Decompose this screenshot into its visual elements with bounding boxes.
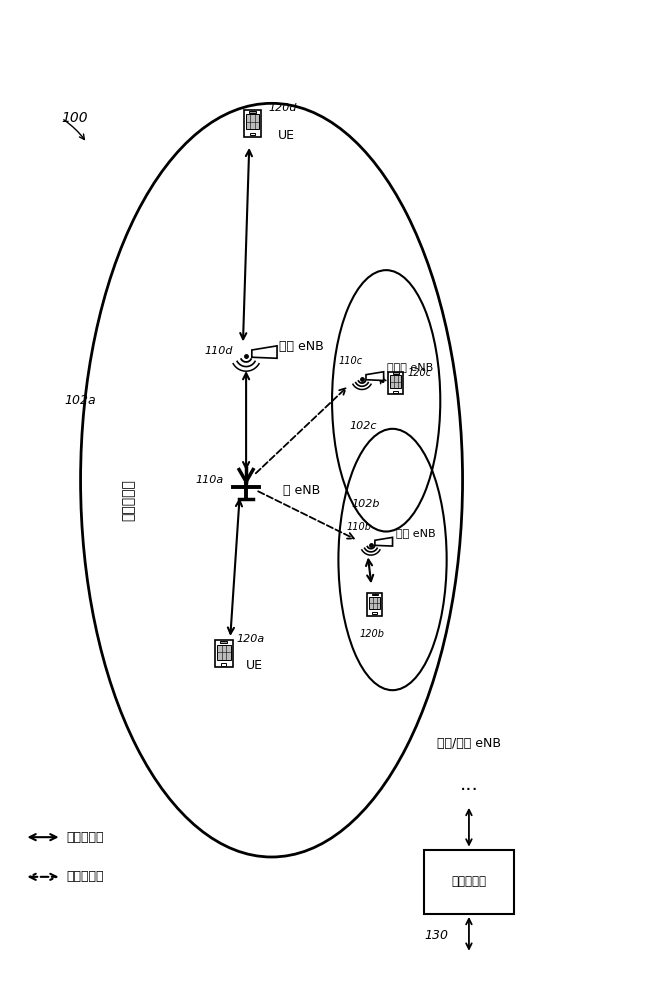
Text: 102c: 102c: [350, 421, 377, 431]
Bar: [388, 372, 403, 394]
Text: 120b: 120b: [359, 629, 384, 639]
Bar: [390, 375, 401, 388]
Text: UE: UE: [246, 659, 263, 672]
Text: 期望的传输: 期望的传输: [66, 831, 104, 844]
Text: 微微 eNB: 微微 eNB: [397, 528, 436, 538]
Bar: [372, 612, 377, 614]
Text: 去往/来自 eNB: 去往/来自 eNB: [437, 737, 501, 750]
Text: 110a: 110a: [195, 475, 224, 485]
Polygon shape: [375, 537, 393, 546]
Polygon shape: [252, 346, 277, 358]
Bar: [249, 111, 256, 113]
Bar: [367, 593, 382, 616]
Text: 网络控制器: 网络控制器: [451, 875, 486, 888]
Bar: [393, 391, 398, 393]
Text: 102a: 102a: [64, 394, 96, 407]
Text: 120a: 120a: [237, 634, 265, 644]
Bar: [369, 597, 381, 609]
Text: ···: ···: [459, 781, 479, 800]
Text: 中继 eNB: 中继 eNB: [279, 340, 324, 353]
Bar: [393, 372, 399, 374]
Polygon shape: [366, 372, 384, 380]
Bar: [221, 663, 226, 666]
Bar: [424, 850, 513, 914]
Text: 102b: 102b: [351, 499, 380, 509]
Text: 110d: 110d: [205, 346, 233, 356]
Bar: [217, 645, 231, 660]
Text: UE: UE: [278, 129, 295, 142]
Text: 干扰的传输: 干扰的传输: [66, 870, 104, 883]
Bar: [215, 640, 233, 667]
Bar: [244, 110, 261, 137]
Text: 110c: 110c: [339, 356, 362, 366]
Text: 120c: 120c: [407, 368, 432, 378]
Bar: [372, 594, 378, 595]
Text: 宏 eNB: 宏 eNB: [283, 484, 321, 497]
Text: 120d: 120d: [268, 103, 297, 113]
Text: 130: 130: [424, 929, 448, 942]
Bar: [250, 133, 255, 135]
Text: 毫微微 eNB: 毫微微 eNB: [388, 362, 433, 372]
Text: 110b: 110b: [347, 522, 372, 532]
Text: 100: 100: [61, 111, 88, 125]
Bar: [220, 641, 228, 643]
Bar: [246, 114, 259, 129]
Text: 宏蜂范小区: 宏蜂范小区: [121, 479, 135, 521]
